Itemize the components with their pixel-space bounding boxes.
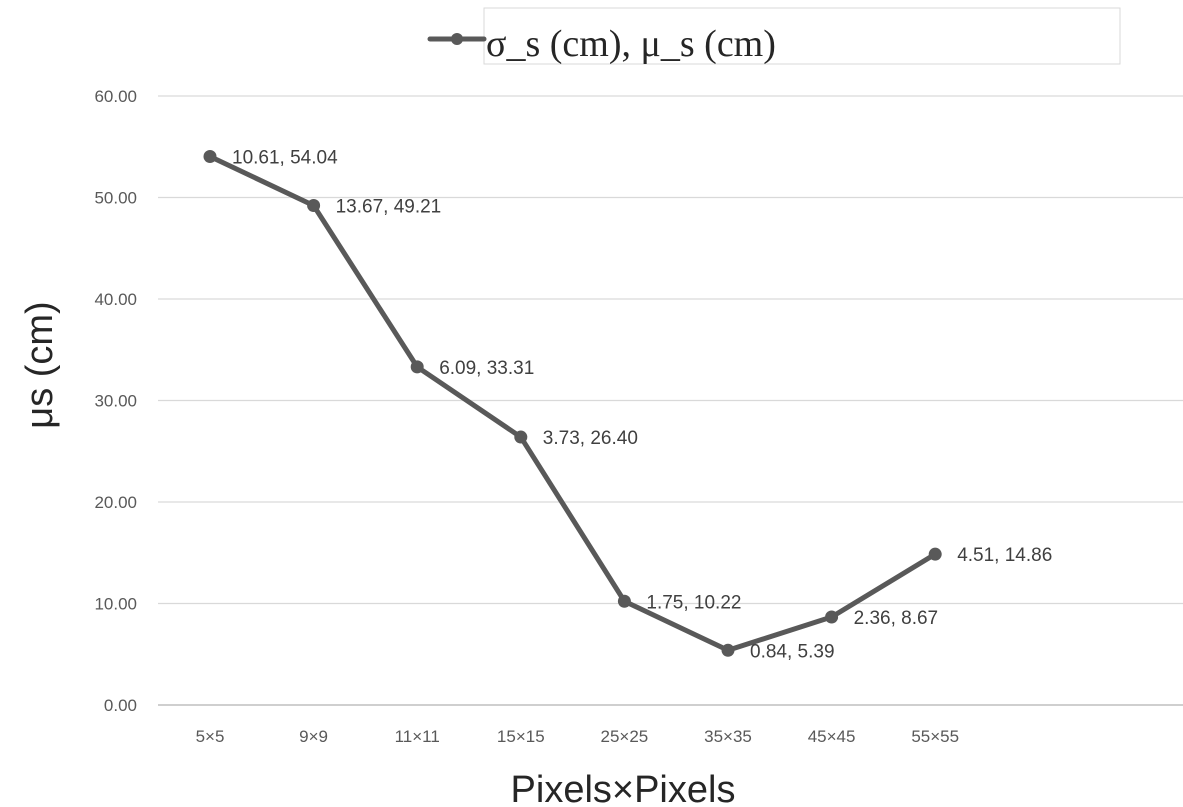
data-label: 1.75, 10.22 xyxy=(646,592,741,613)
data-labels: 10.61, 54.04 13.67, 49.21 6.09, 33.31 3.73,… xyxy=(232,147,1052,662)
x-axis-title: Pixels×Pixels xyxy=(511,769,736,807)
y-tick-label: 20.00 xyxy=(94,493,137,512)
data-point xyxy=(514,430,528,444)
x-tick-label: 25×25 xyxy=(601,727,649,746)
x-tick-label: 15×15 xyxy=(497,727,545,746)
y-axis-title: μs (cm) xyxy=(19,301,61,428)
x-tick-label: 35×35 xyxy=(704,727,752,746)
data-point xyxy=(203,149,217,163)
data-label: 0.84, 5.39 xyxy=(750,641,835,662)
data-point xyxy=(928,547,942,561)
data-point xyxy=(825,610,839,624)
data-label: 2.36, 8.67 xyxy=(854,608,939,629)
data-points xyxy=(203,149,942,657)
y-tick-label: 40.00 xyxy=(94,290,137,309)
y-axis-ticks: 0.00 10.00 20.00 30.00 40.00 50.00 60.00 xyxy=(94,87,137,715)
data-label: 6.09, 33.31 xyxy=(439,358,534,379)
data-label: 10.61, 54.04 xyxy=(232,147,338,168)
legend-box xyxy=(483,7,1121,65)
data-label: 13.67, 49.21 xyxy=(336,197,442,218)
x-axis-ticks: 5×5 9×9 11×11 15×15 25×25 35×35 45×45 55×55 xyxy=(196,727,959,746)
data-point xyxy=(721,643,735,657)
data-label: 3.73, 26.40 xyxy=(543,428,638,449)
x-tick-label: 55×55 xyxy=(911,727,959,746)
y-tick-label: 10.00 xyxy=(94,595,137,614)
data-point xyxy=(307,199,321,213)
x-tick-label: 11×11 xyxy=(395,727,440,746)
y-tick-label: 50.00 xyxy=(94,189,137,208)
series-line-group xyxy=(207,153,938,653)
legend-label: σ_s (cm), μ_s (cm) xyxy=(486,23,776,65)
data-label: 4.51, 14.86 xyxy=(957,545,1052,566)
legend: σ_s (cm), μ_s (cm) xyxy=(427,7,1121,65)
data-point xyxy=(617,594,631,608)
y-tick-label: 0.00 xyxy=(104,696,137,715)
legend-marker xyxy=(451,33,463,45)
y-tick-label: 30.00 xyxy=(94,392,137,411)
series-line xyxy=(207,153,938,653)
data-point xyxy=(410,360,424,374)
x-tick-label: 45×45 xyxy=(808,727,856,746)
x-tick-label: 5×5 xyxy=(196,727,225,746)
y-tick-label: 60.00 xyxy=(94,87,137,106)
x-tick-label: 9×9 xyxy=(299,727,328,746)
gridlines xyxy=(158,95,1183,706)
